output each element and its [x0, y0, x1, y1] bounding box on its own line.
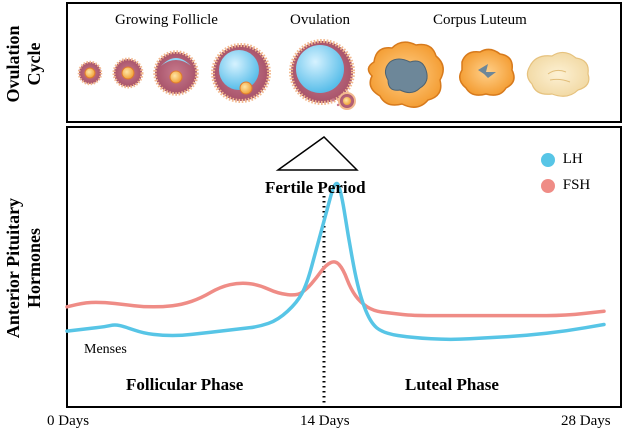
hormone-chart-panel	[66, 126, 622, 408]
x-tick-14-days: 14 Days	[300, 413, 350, 429]
follicle-stage-3-icon	[153, 50, 199, 96]
fertile-period-pointer	[275, 136, 359, 171]
follicular-phase-label: Follicular Phase	[126, 375, 244, 394]
menses-label: Menses	[84, 342, 127, 357]
corpus-luteum-label: Corpus Luteum	[433, 12, 527, 28]
luteal-phase-label: Luteal Phase	[405, 375, 499, 394]
legend: LH FSH	[541, 146, 590, 198]
legend-item-lh: LH	[541, 146, 590, 172]
legend-item-fsh: FSH	[541, 172, 590, 198]
ovulation-cycle-panel	[66, 2, 622, 123]
lh-legend-label: LH	[562, 151, 583, 167]
fsh-series-line	[65, 260, 606, 318]
growing-follicle-label: Growing Follicle	[115, 12, 218, 28]
fertile-period-label: Fertile Period	[265, 178, 366, 197]
ovulation-follicle-icon	[289, 39, 356, 110]
x-tick-28-days: 28 Days	[561, 413, 611, 429]
ovulation-stage-label: Ovulation	[290, 12, 350, 28]
follicle-stage-4-icon	[211, 43, 271, 103]
follicle-stage-2-icon	[112, 57, 144, 89]
corpus-luteum-stage-3-icon	[526, 51, 590, 97]
fsh-legend-label: FSH	[562, 177, 591, 193]
lh-series-line	[65, 181, 606, 342]
fsh-legend-swatch	[541, 178, 555, 193]
lh-legend-swatch	[541, 152, 555, 167]
x-tick-0-days: 0 Days	[47, 413, 90, 429]
follicle-stage-1-icon	[77, 60, 103, 86]
corpus-luteum-stage-1-icon	[367, 41, 444, 108]
corpus-luteum-stage-2-icon	[459, 48, 515, 96]
